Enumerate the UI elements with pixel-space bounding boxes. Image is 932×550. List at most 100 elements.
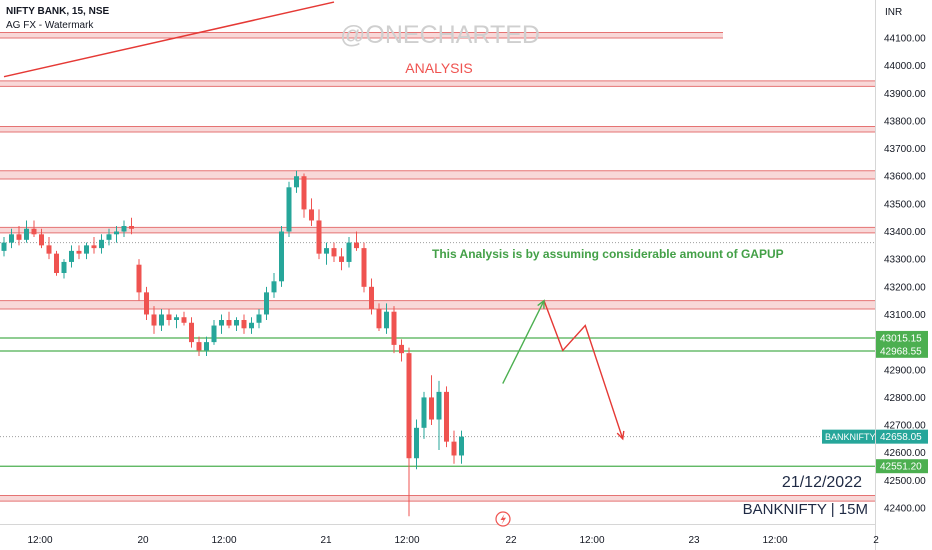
candle [189,317,194,348]
candle-body [249,322,254,329]
candle-body [436,391,442,420]
candle-body [16,234,22,240]
candle-body [459,436,464,456]
candle [271,273,277,298]
candle [264,286,269,320]
candle [234,317,239,332]
candle [106,228,112,246]
price-tick-label: 43300.00 [884,255,926,266]
candle [91,237,97,254]
resistance-zone [0,32,723,38]
candle-body [121,226,127,232]
symbol-tag-text: BANKNIFTY [825,432,876,442]
candle-body [279,231,284,282]
candle-body [271,281,277,293]
price-label-box [876,330,928,345]
candle [166,308,172,326]
candle [444,386,449,448]
candle-body [301,176,307,210]
trend-line [3,1,335,78]
candle-body [361,248,367,287]
candle [136,259,142,301]
candle [339,248,344,271]
candle-body [174,317,179,320]
candle-body [129,226,134,229]
candle [436,380,442,450]
candle-body [384,311,389,329]
symbol-tag-box [822,429,875,444]
candle-body [369,286,374,309]
candle-body [451,441,457,456]
candle-body [286,187,292,232]
resistance-zone [0,80,875,87]
candle-series [1,170,464,517]
time-axis[interactable]: 12:00 20 12:00 21 12:00 22 12:00 23 12:00 2 [27,535,879,546]
footer-label: BANKNIFTY | 15M [743,501,868,518]
candle-body [339,256,344,262]
analysis-label: ANALYSIS [405,60,472,76]
candle [174,314,179,329]
candle [309,198,314,226]
price-tick-label: 42500.00 [884,476,926,487]
price-tick-label: 42800.00 [884,393,926,404]
candle [46,237,52,260]
candle [61,259,67,279]
candle-body [189,322,194,343]
symbol-title[interactable]: NIFTY BANK, 15, NSE [6,6,110,17]
candle [376,303,382,332]
price-tick-label: 42600.00 [884,448,926,459]
resistance-zone [0,126,875,132]
candle-body [181,317,187,323]
price-tick-label: 42900.00 [884,365,926,376]
projection-up-leg [502,300,545,384]
candle-body [31,228,37,235]
resistance-zones [0,31,875,502]
indicator-label: AG FX - Watermark [6,20,94,31]
candle [211,320,217,345]
candle [249,317,254,334]
resistance-zone [0,495,875,502]
price-tick-label: 43100.00 [884,310,926,321]
price-tick-label: 43700.00 [884,144,926,155]
candle-body [1,242,7,251]
candle-body [84,245,89,254]
candle-body [69,250,74,262]
gapup-annotation: This Analysis is by assuming considerabl… [432,247,784,261]
resistance-zone [0,300,875,309]
candle-body [391,311,397,345]
candle [1,237,7,257]
candle-body [99,239,104,249]
time-tick-label: 21 [320,535,332,546]
candle [361,242,367,293]
candle-body [151,314,157,326]
candle-body [331,248,337,257]
candle [196,336,202,356]
candle-body [294,176,299,188]
candle [114,226,119,243]
resistance-zone [0,227,875,233]
candle [151,306,157,334]
candle [399,339,404,362]
resistance-zone [0,170,875,179]
candle-body [264,292,269,315]
candle-body [211,325,217,343]
candle-body [106,234,112,240]
time-tick-label: 22 [505,535,517,546]
price-tick-label: 42400.00 [884,504,926,515]
candle-body [256,314,262,323]
candle-body [166,314,172,320]
candle [69,245,74,268]
price-label-text: 42658.05 [880,432,922,443]
candle-body [219,320,224,326]
lightning-icon[interactable] [495,511,511,527]
candle-body [354,242,359,249]
candle-body [46,245,52,254]
price-axis[interactable]: 42400.00 42500.00 42600.00 42700.00 42800.00… [884,34,926,515]
candle-body [376,308,382,329]
candle [204,336,209,356]
time-tick-label: 12:00 [762,535,787,546]
currency-label: INR [885,7,902,18]
candle-body [196,342,202,351]
candle [241,314,247,334]
